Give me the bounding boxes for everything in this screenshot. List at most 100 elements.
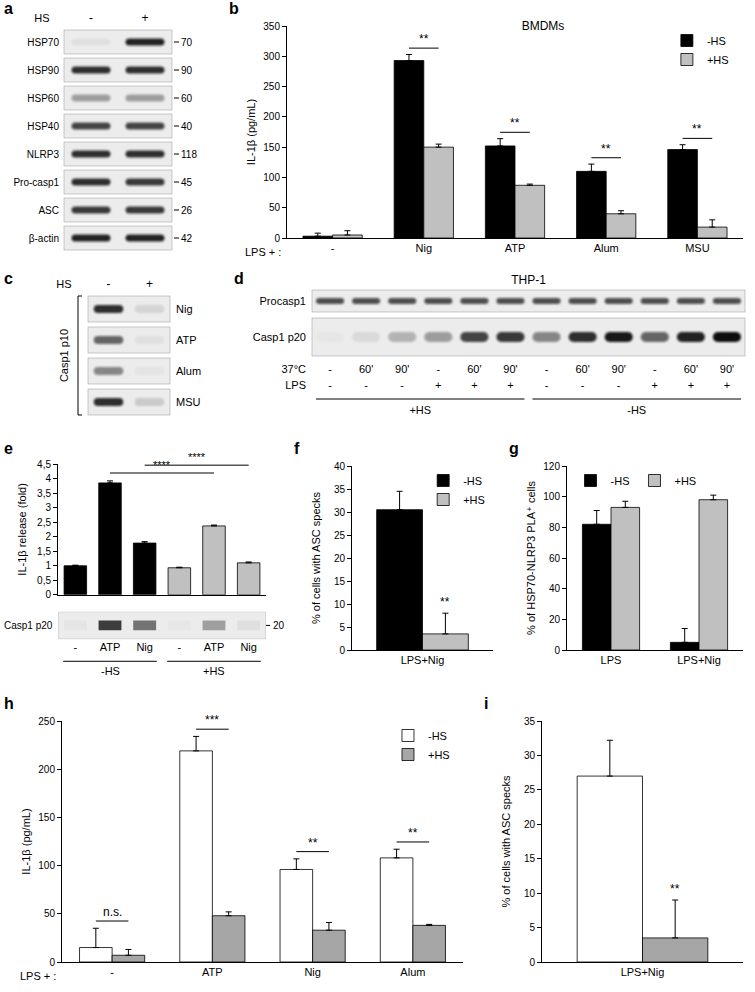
svg-text:IL-1β (pg/mL): IL-1β (pg/mL) xyxy=(245,99,257,165)
svg-text:+: + xyxy=(507,379,513,391)
svg-text:37°C: 37°C xyxy=(281,363,306,375)
svg-text:25: 25 xyxy=(524,784,536,795)
svg-text:0: 0 xyxy=(49,957,55,968)
svg-text:MSU: MSU xyxy=(176,396,201,408)
svg-text:HSP90: HSP90 xyxy=(27,65,59,76)
svg-text:0: 0 xyxy=(274,233,280,244)
svg-text:0: 0 xyxy=(339,645,345,656)
svg-text:10: 10 xyxy=(334,599,346,610)
svg-text:+HS: +HS xyxy=(463,494,485,506)
svg-text:100: 100 xyxy=(38,860,55,871)
svg-text:n.s.: n.s. xyxy=(103,905,122,919)
svg-text:90': 90' xyxy=(720,363,734,375)
svg-text:4: 4 xyxy=(45,473,51,484)
svg-text:30: 30 xyxy=(334,507,346,518)
svg-text:ATP: ATP xyxy=(176,334,197,346)
svg-text:20: 20 xyxy=(273,620,285,631)
svg-text:Casp1 p20: Casp1 p20 xyxy=(4,620,53,631)
svg-text:3,5: 3,5 xyxy=(37,488,51,499)
svg-text:30: 30 xyxy=(524,750,536,761)
svg-text:+: + xyxy=(435,379,441,391)
svg-text:β-actin: β-actin xyxy=(29,233,59,244)
svg-text:20: 20 xyxy=(334,553,346,564)
svg-text:HSP70: HSP70 xyxy=(27,37,59,48)
svg-text:LPS+Nig: LPS+Nig xyxy=(677,654,721,666)
svg-text:+: + xyxy=(652,379,658,391)
svg-text:15: 15 xyxy=(524,853,536,864)
svg-text:-HS: -HS xyxy=(101,665,120,677)
svg-text:LPS+Nig: LPS+Nig xyxy=(401,654,445,666)
svg-text:250: 250 xyxy=(38,716,55,727)
svg-text:**: ** xyxy=(419,32,429,46)
svg-text:LPS + :: LPS + : xyxy=(20,970,56,982)
svg-text:10: 10 xyxy=(524,888,536,899)
svg-text:90: 90 xyxy=(181,65,193,76)
svg-text:**: ** xyxy=(692,122,702,136)
svg-text:-: - xyxy=(328,363,332,375)
svg-text:60: 60 xyxy=(181,93,193,104)
svg-text:Nig: Nig xyxy=(416,242,433,254)
svg-text:Alum: Alum xyxy=(176,365,201,377)
svg-text:+: + xyxy=(471,379,477,391)
svg-text:150: 150 xyxy=(38,812,55,823)
svg-text:**: ** xyxy=(408,826,418,840)
svg-text:-: - xyxy=(364,379,368,391)
svg-text:Alum: Alum xyxy=(400,966,425,978)
svg-text:35: 35 xyxy=(524,716,536,727)
svg-text:****: **** xyxy=(188,451,206,463)
svg-text:**: ** xyxy=(440,595,450,609)
svg-text:350: 350 xyxy=(263,21,280,32)
svg-text:5: 5 xyxy=(339,622,345,633)
svg-text:-: - xyxy=(581,379,585,391)
svg-text:200: 200 xyxy=(38,764,55,775)
svg-text:Nig: Nig xyxy=(304,966,321,978)
svg-text:120: 120 xyxy=(543,461,560,472)
svg-text:40: 40 xyxy=(181,121,193,132)
svg-text:-: - xyxy=(177,641,181,653)
svg-text:-HS: -HS xyxy=(707,35,726,47)
svg-text:**: ** xyxy=(308,836,318,850)
svg-text:% of cells with ASC specks: % of cells with ASC specks xyxy=(500,775,512,908)
svg-text:IL-1β release (fold): IL-1β release (fold) xyxy=(16,483,28,576)
svg-text:Pro-casp1: Pro-casp1 xyxy=(13,177,59,188)
svg-text:HS: HS xyxy=(34,12,49,24)
svg-text:-HS: -HS xyxy=(463,475,482,487)
svg-text:5: 5 xyxy=(529,922,535,933)
svg-text:-: - xyxy=(545,363,549,375)
svg-text:60': 60' xyxy=(684,363,698,375)
svg-text:ATP: ATP xyxy=(100,641,121,653)
svg-text:60': 60' xyxy=(575,363,589,375)
svg-text:IL-1β (pg/mL): IL-1β (pg/mL) xyxy=(20,808,32,874)
svg-text:0: 0 xyxy=(45,589,51,600)
svg-text:250: 250 xyxy=(263,81,280,92)
svg-text:HS: HS xyxy=(56,278,71,290)
svg-text:42: 42 xyxy=(181,233,193,244)
svg-text:-HS: -HS xyxy=(611,475,630,487)
svg-text:15: 15 xyxy=(334,576,346,587)
svg-text:Nig: Nig xyxy=(136,641,153,653)
svg-text:45: 45 xyxy=(181,177,193,188)
svg-text:ATP: ATP xyxy=(204,641,225,653)
svg-text:LPS: LPS xyxy=(601,654,622,666)
svg-text:60': 60' xyxy=(467,363,481,375)
svg-text:-: - xyxy=(400,379,404,391)
svg-text:35: 35 xyxy=(334,484,346,495)
svg-text:-: - xyxy=(107,277,111,291)
svg-text:+HS: +HS xyxy=(409,404,431,416)
svg-text:+: + xyxy=(141,11,148,25)
svg-text:90': 90' xyxy=(395,363,409,375)
svg-text:3: 3 xyxy=(45,502,51,513)
svg-text:-: - xyxy=(331,242,335,254)
svg-text:200: 200 xyxy=(263,111,280,122)
svg-text:20: 20 xyxy=(524,819,536,830)
svg-text:25: 25 xyxy=(334,530,346,541)
svg-text:-HS: -HS xyxy=(428,730,447,742)
svg-text:Casp1 p10: Casp1 p10 xyxy=(58,329,70,382)
svg-text:40: 40 xyxy=(334,461,346,472)
svg-text:0,5: 0,5 xyxy=(37,575,51,586)
svg-text:100: 100 xyxy=(263,172,280,183)
svg-text:Nig: Nig xyxy=(176,303,193,315)
svg-text:90': 90' xyxy=(503,363,517,375)
svg-text:HSP60: HSP60 xyxy=(27,93,59,104)
svg-text:Procasp1: Procasp1 xyxy=(260,295,306,307)
